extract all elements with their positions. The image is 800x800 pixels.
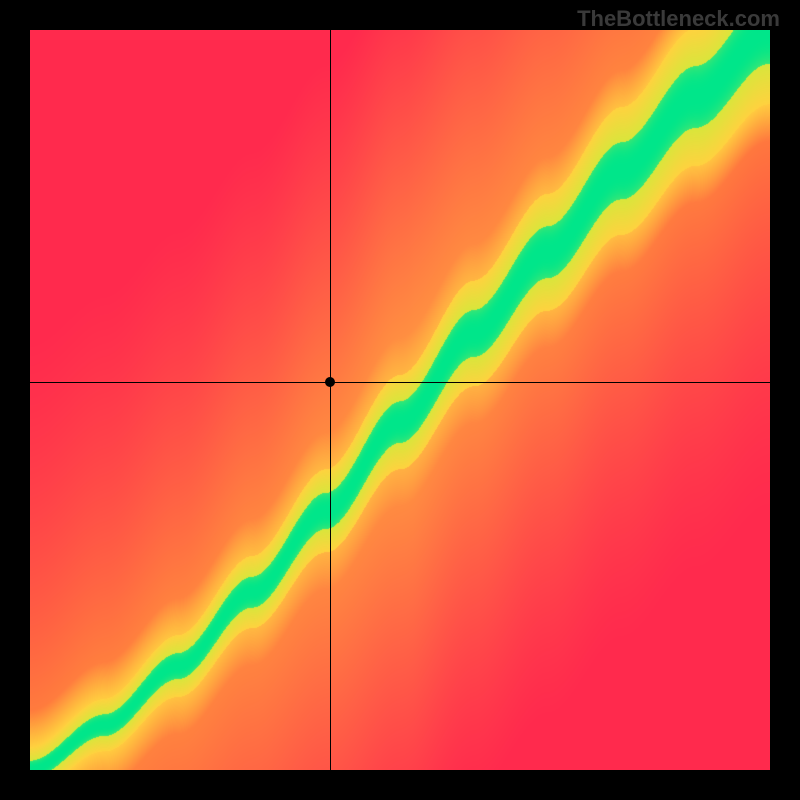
data-point-marker — [325, 377, 335, 387]
heatmap-canvas — [30, 30, 770, 770]
chart-frame: TheBottleneck.com — [0, 0, 800, 800]
crosshair-vertical — [330, 30, 331, 770]
watermark-text: TheBottleneck.com — [577, 6, 780, 32]
crosshair-horizontal — [30, 382, 770, 383]
plot-area — [30, 30, 770, 770]
